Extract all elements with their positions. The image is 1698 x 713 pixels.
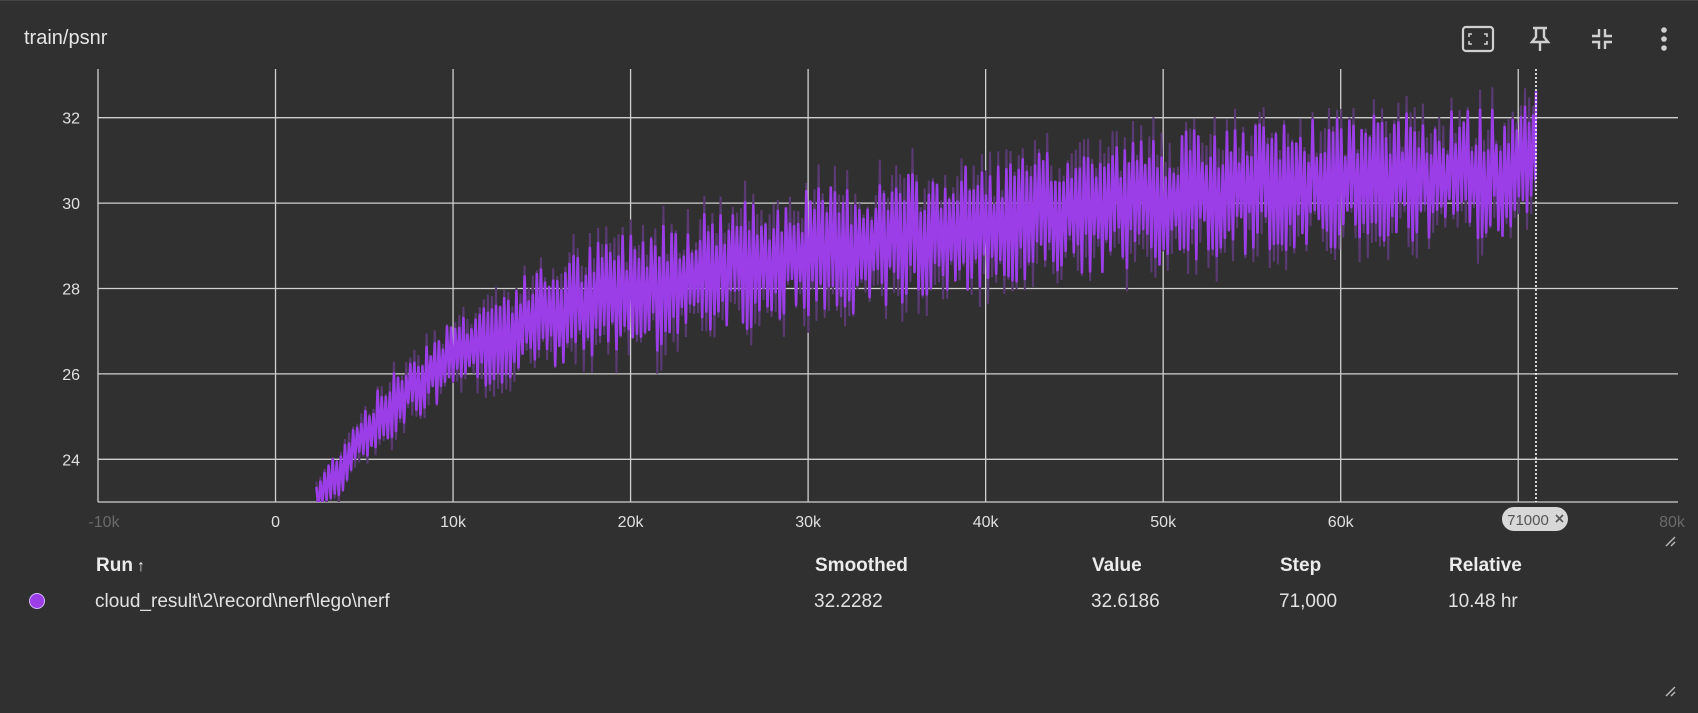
pin-icon: [1529, 26, 1551, 51]
card-toolbar: [1458, 21, 1684, 57]
badge-step-label: 71000: [1507, 512, 1549, 529]
step-value: 71,000: [1279, 591, 1338, 612]
smoothed-series-line: [315, 91, 1538, 502]
collapse-icon: [1592, 29, 1612, 49]
y-tick-label: 32: [62, 111, 80, 128]
psnr-line-chart[interactable]: 0 10k 20k 30k 40k 50k 60k -10k 80k 24 26 28 30 32 7100…: [0, 61, 1698, 541]
x-tick-label: 0: [271, 514, 280, 531]
more-vert-icon: [1661, 27, 1667, 51]
raw-value: 32.6186: [1091, 591, 1160, 612]
series-group: [315, 87, 1538, 502]
fit-to-data-icon: [1461, 25, 1495, 53]
collapse-button[interactable]: [1582, 21, 1622, 57]
column-header-run[interactable]: Run ↑: [96, 555, 145, 576]
x-tick-label: 20k: [618, 514, 645, 531]
card-title: train/psnr: [24, 27, 108, 49]
more-options-button[interactable]: [1644, 21, 1684, 57]
x-tick-label: 10k: [440, 514, 467, 531]
y-tick-label: 28: [62, 282, 80, 299]
x-tick-label: 60k: [1328, 514, 1355, 531]
x-tick-label: 40k: [973, 514, 1000, 531]
chart-resize-handle[interactable]: [1664, 535, 1676, 547]
column-header-smoothed[interactable]: Smoothed: [815, 555, 908, 576]
column-header-value[interactable]: Value: [1092, 555, 1142, 576]
y-tick-label: 30: [62, 196, 80, 213]
run-name: cloud_result\2\record\nerf\lego\nerf: [95, 591, 390, 612]
x-tick-label-clipped: 80k: [1659, 514, 1686, 531]
x-tick-label: 50k: [1150, 514, 1177, 531]
pin-button[interactable]: [1520, 21, 1560, 57]
y-tick-label: 24: [62, 452, 80, 469]
column-header-step[interactable]: Step: [1280, 555, 1322, 576]
chart-area[interactable]: 0 10k 20k 30k 40k 50k 60k -10k 80k 24 26 28 30 32 7100…: [0, 61, 1698, 541]
run-color-swatch: [29, 593, 45, 609]
step-cursor-badge: 71000: [1501, 507, 1568, 531]
table-resize-handle[interactable]: [1664, 685, 1676, 697]
fit-to-data-button[interactable]: [1458, 21, 1498, 57]
x-tick-label: 30k: [795, 514, 822, 531]
column-header-relative[interactable]: Relative: [1449, 555, 1522, 576]
badge-background: [1501, 507, 1568, 531]
sort-ascending-icon: ↑: [136, 558, 145, 575]
x-tick-label-clipped: -10k: [88, 514, 120, 531]
badge-close-icon: [1555, 514, 1564, 523]
y-tick-label: 26: [62, 367, 80, 384]
relative-time: 10.48 hr: [1448, 591, 1518, 612]
smoothed-value: 32.2282: [814, 591, 883, 612]
